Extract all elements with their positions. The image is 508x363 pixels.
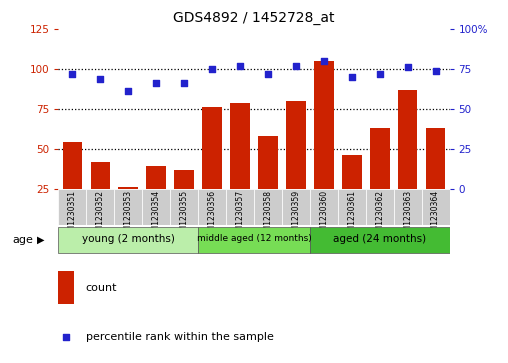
Bar xyxy=(398,90,418,189)
Bar xyxy=(142,189,170,225)
Bar xyxy=(310,189,338,225)
Text: GSM1230358: GSM1230358 xyxy=(264,190,272,241)
Point xyxy=(68,71,76,77)
Bar xyxy=(342,155,362,189)
Text: GSM1230357: GSM1230357 xyxy=(236,190,244,241)
Bar xyxy=(230,102,250,189)
Bar xyxy=(62,142,82,189)
Point xyxy=(180,81,188,86)
Bar xyxy=(254,189,282,225)
Title: GDS4892 / 1452728_at: GDS4892 / 1452728_at xyxy=(173,11,335,25)
Bar xyxy=(86,189,114,225)
Bar xyxy=(426,128,446,189)
Bar xyxy=(226,189,254,225)
Bar xyxy=(338,189,366,225)
Bar xyxy=(366,189,394,225)
Text: GSM1230362: GSM1230362 xyxy=(375,190,384,241)
Text: percentile rank within the sample: percentile rank within the sample xyxy=(86,332,274,342)
Point xyxy=(375,71,384,77)
Point xyxy=(208,66,216,72)
Bar xyxy=(198,189,226,225)
Text: count: count xyxy=(86,283,117,293)
Point xyxy=(236,63,244,69)
Bar xyxy=(370,128,390,189)
Point xyxy=(431,68,439,73)
Bar xyxy=(258,136,278,189)
Text: GSM1230352: GSM1230352 xyxy=(96,190,105,241)
Bar xyxy=(198,227,310,253)
Point xyxy=(264,71,272,77)
Bar xyxy=(58,271,74,304)
Text: middle aged (12 months): middle aged (12 months) xyxy=(197,234,311,244)
Point xyxy=(292,63,300,69)
Bar xyxy=(286,101,306,189)
Text: GSM1230353: GSM1230353 xyxy=(124,190,133,241)
Point xyxy=(96,76,104,81)
Point xyxy=(62,334,70,340)
Point xyxy=(347,74,356,80)
Bar xyxy=(174,170,194,189)
Bar xyxy=(114,189,142,225)
Text: GSM1230361: GSM1230361 xyxy=(347,190,356,241)
Point xyxy=(152,81,160,86)
Bar xyxy=(146,166,166,189)
Bar xyxy=(202,107,222,189)
Bar xyxy=(314,61,334,189)
Point xyxy=(124,89,132,94)
Text: GSM1230363: GSM1230363 xyxy=(403,190,412,241)
Text: young (2 months): young (2 months) xyxy=(82,234,175,244)
Text: ▶: ▶ xyxy=(37,234,44,245)
Text: GSM1230356: GSM1230356 xyxy=(208,190,216,241)
Text: GSM1230359: GSM1230359 xyxy=(292,190,300,241)
Bar xyxy=(170,189,198,225)
Bar xyxy=(394,189,422,225)
Bar xyxy=(90,162,110,189)
Text: GSM1230364: GSM1230364 xyxy=(431,190,440,241)
Point xyxy=(403,65,411,70)
Bar xyxy=(310,227,450,253)
Bar xyxy=(118,187,138,189)
Text: GSM1230355: GSM1230355 xyxy=(180,190,188,241)
Text: age: age xyxy=(13,234,34,245)
Bar xyxy=(422,189,450,225)
Text: GSM1230351: GSM1230351 xyxy=(68,190,77,241)
Bar xyxy=(58,227,198,253)
Bar xyxy=(282,189,310,225)
Text: GSM1230354: GSM1230354 xyxy=(152,190,161,241)
Text: aged (24 months): aged (24 months) xyxy=(333,234,426,244)
Bar xyxy=(58,189,86,225)
Point xyxy=(320,58,328,64)
Text: GSM1230360: GSM1230360 xyxy=(320,190,328,241)
